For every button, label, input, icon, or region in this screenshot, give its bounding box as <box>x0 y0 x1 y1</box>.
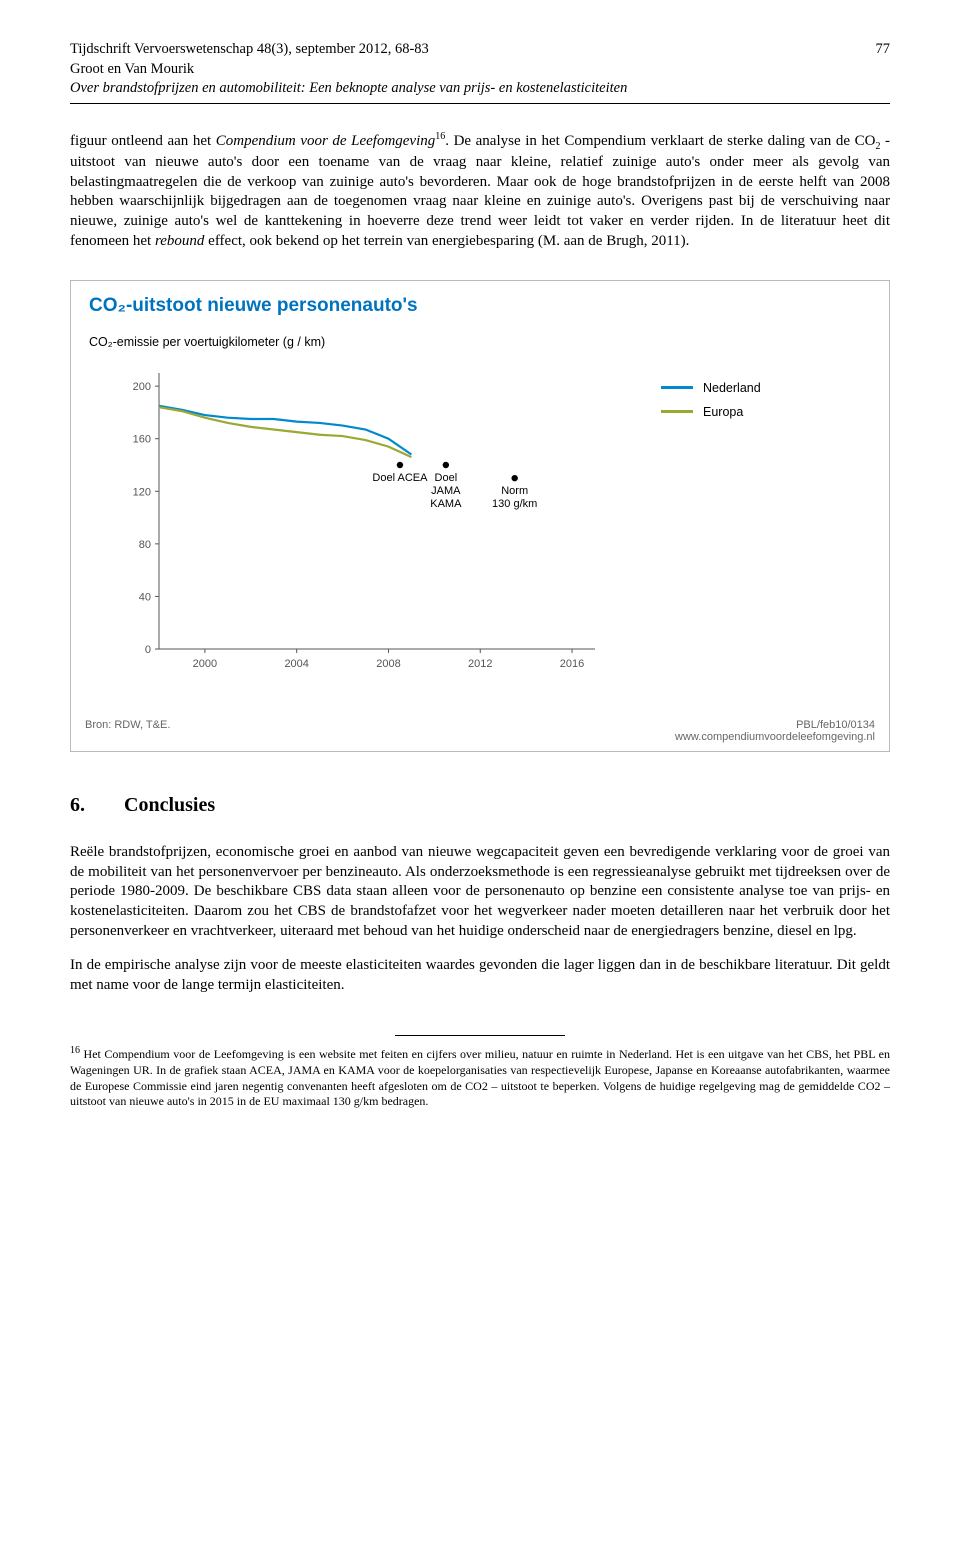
rebound-italic: rebound <box>155 233 204 249</box>
chart-source-url: www.compendiumvoordeleefomgeving.nl <box>675 731 875 743</box>
header-authors: Groot en Van Mourik <box>70 60 890 80</box>
legend-swatch <box>661 410 693 413</box>
svg-text:KAMA: KAMA <box>430 498 462 510</box>
section-number: 6. <box>70 794 124 817</box>
legend-item-nederland: Nederland <box>661 381 761 395</box>
chart-svg: 0 40 80 120 160 200 2000 2004 2008 2012 2016 Doel A… <box>131 367 601 677</box>
body-paragraph: figuur ontleend aan het Compendium voor … <box>70 130 890 252</box>
chart-source-code: PBL/feb10/0134 <box>796 719 875 731</box>
svg-text:80: 80 <box>139 539 151 551</box>
legend-label: Europa <box>703 405 743 419</box>
header-line-1: Tijdschrift Vervoerswetenschap 48(3), se… <box>70 40 890 60</box>
p-body-1: . De analyse in het Compendium verklaart… <box>445 133 875 149</box>
svg-text:JAMA: JAMA <box>431 485 461 497</box>
chart-title: CO₂-uitstoot nieuwe personenauto's <box>71 281 889 317</box>
co2-chart: CO₂-uitstoot nieuwe personenauto's CO₂-e… <box>70 280 890 752</box>
page-number: 77 <box>876 40 891 60</box>
svg-text:130 g/km: 130 g/km <box>492 498 537 510</box>
svg-text:Norm: Norm <box>501 485 528 497</box>
page: Tijdschrift Vervoerswetenschap 48(3), se… <box>0 0 960 1160</box>
svg-text:Doel: Doel <box>435 472 458 484</box>
legend-label: Nederland <box>703 381 761 395</box>
svg-text:120: 120 <box>133 486 151 498</box>
header-rule <box>70 103 890 104</box>
section-heading: 6.Conclusies <box>70 794 890 817</box>
svg-text:160: 160 <box>133 434 151 446</box>
svg-text:0: 0 <box>145 644 151 656</box>
svg-text:40: 40 <box>139 591 151 603</box>
svg-text:200: 200 <box>133 381 151 393</box>
footnote-rule <box>395 1035 565 1036</box>
journal-citation: Tijdschrift Vervoerswetenschap 48(3), se… <box>70 40 429 60</box>
p-lead-italic: Compendium voor de Leefomgeving <box>216 133 436 149</box>
footnote-number: 16 <box>70 1045 80 1056</box>
chart-source-left: Bron: RDW, T&E. <box>85 719 170 743</box>
p-body-3: effect, ook bekend op het terrein van en… <box>204 233 689 249</box>
p-body-2: - uitstoot van nieuwe auto's door een to… <box>70 133 890 249</box>
footnote-text: Het Compendium voor de Leefomgeving is e… <box>70 1047 890 1108</box>
conclusies-p1: Reële brandstofprijzen, economische groe… <box>70 843 890 942</box>
svg-text:2008: 2008 <box>376 658 400 670</box>
p-lead: figuur ontleend aan het <box>70 133 216 149</box>
svg-text:2012: 2012 <box>468 658 492 670</box>
section-title: Conclusies <box>124 794 215 816</box>
svg-text:2000: 2000 <box>193 658 217 670</box>
svg-text:2016: 2016 <box>560 658 584 670</box>
legend-swatch <box>661 386 693 389</box>
chart-source-row: Bron: RDW, T&E. PBL/feb10/0134 www.compe… <box>85 719 875 743</box>
footnote-ref-16: 16 <box>435 131 445 142</box>
footnote-16: 16 Het Compendium voor de Leefomgeving i… <box>70 1044 890 1109</box>
chart-legend: Nederland Europa <box>661 381 761 429</box>
chart-plot-area: 0 40 80 120 160 200 2000 2004 2008 2012 2016 Doel A… <box>131 367 601 677</box>
header-article-title: Over brandstofprijzen en automobiliteit:… <box>70 79 890 99</box>
conclusies-p2: In de empirische analyse zijn voor de me… <box>70 956 890 996</box>
chart-ylabel: CO₂-emissie per voertuigkilometer (g / k… <box>71 317 889 349</box>
running-header: Tijdschrift Vervoerswetenschap 48(3), se… <box>70 40 890 99</box>
legend-item-europa: Europa <box>661 405 761 419</box>
svg-text:2004: 2004 <box>284 658 308 670</box>
svg-text:Doel ACEA: Doel ACEA <box>372 472 428 484</box>
